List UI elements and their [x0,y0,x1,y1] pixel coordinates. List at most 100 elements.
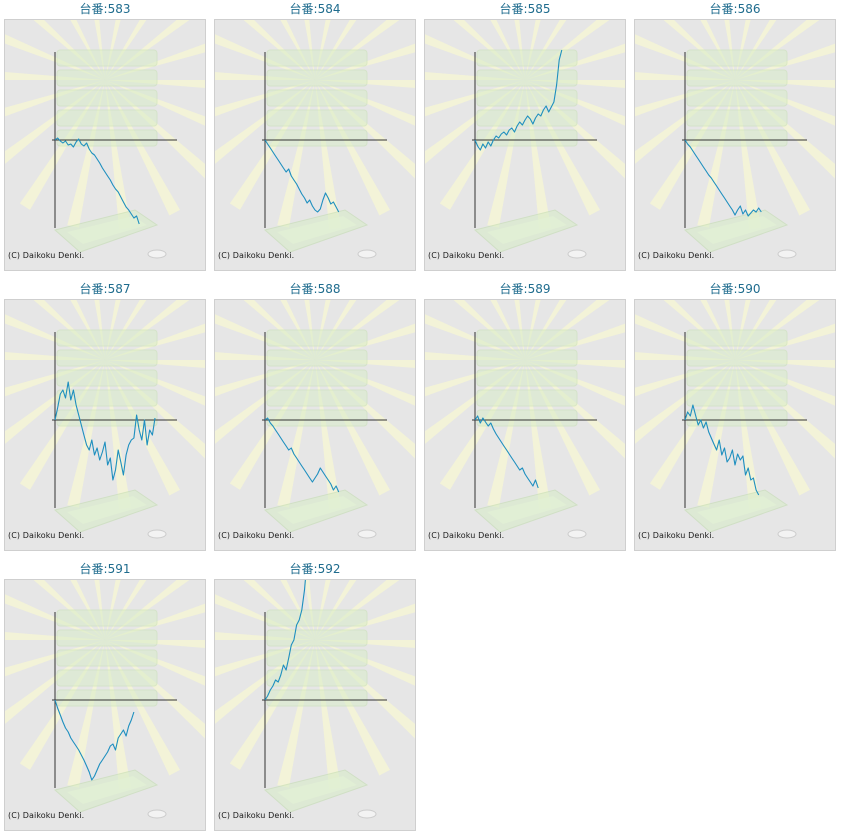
bg-box [266,629,368,647]
chart-cell-583: 台番:583 (C) Daikoku Denki. [4,0,206,271]
bg-box [56,129,158,147]
copyright: (C) Daikoku Denki. [218,811,295,820]
chart-plot [5,580,205,819]
bg-tray-inner [277,216,357,244]
chart-title: 台番:592 [289,562,341,576]
chart-plot [215,580,415,819]
background-art [215,580,415,819]
bg-box [56,389,158,407]
chart-frame[interactable]: (C) Daikoku Denki. [214,579,416,831]
bg-coin [147,249,167,259]
bg-tray-inner [277,496,357,524]
bg-coin [777,529,797,539]
chart-plot [5,300,205,539]
copyright: (C) Daikoku Denki. [218,251,295,260]
chart-plot [215,20,415,259]
chart-frame[interactable]: (C) Daikoku Denki. [634,19,836,271]
chart-title: 台番:584 [289,2,341,16]
bg-box [476,349,578,367]
chart-plot [425,20,625,259]
chart-frame[interactable]: (C) Daikoku Denki. [424,299,626,551]
chart-frame[interactable]: (C) Daikoku Denki. [4,19,206,271]
series-line [264,580,306,701]
bg-box [266,669,368,687]
chart-title: 台番:588 [289,282,341,296]
bg-coin [567,249,587,259]
bg-coin [357,809,377,819]
bg-tray-inner [697,216,777,244]
bg-tray-inner [487,216,567,244]
background-art [425,300,625,539]
bg-box [686,389,788,407]
chart-title: 台番:589 [499,282,551,296]
bg-box [686,89,788,107]
chart-cell-591: 台番:591 (C) Daikoku Denki. [4,560,206,831]
bg-box [686,69,788,87]
copyright: (C) Daikoku Denki. [8,251,85,260]
chart-frame[interactable]: (C) Daikoku Denki. [424,19,626,271]
chart-title: 台番:583 [79,2,131,16]
copyright: (C) Daikoku Denki. [218,531,295,540]
bg-box [476,329,578,347]
bg-box [56,109,158,127]
chart-frame[interactable]: (C) Daikoku Denki. [214,299,416,551]
series-line [264,139,340,213]
bg-box [56,669,158,687]
bg-box [686,329,788,347]
bg-coin [147,809,167,819]
bg-coin [777,249,797,259]
series-line [474,415,539,489]
bg-box [686,349,788,367]
bg-box [266,109,368,127]
series-line [474,49,563,151]
bg-box [266,409,368,427]
bg-coin [357,529,377,539]
chart-plot [635,300,835,539]
bg-box [266,389,368,407]
background-art [5,580,205,819]
background-art [635,300,835,539]
series-line [54,381,156,481]
series-line [264,417,340,493]
bg-box [266,329,368,347]
chart-frame[interactable]: (C) Daikoku Denki. [214,19,416,271]
bg-box [686,369,788,387]
bg-box [56,409,158,427]
bg-box [56,329,158,347]
bg-box [476,369,578,387]
bg-box [266,129,368,147]
background-art [215,300,415,539]
bg-box [56,369,158,387]
bg-coin [567,529,587,539]
chart-cell-592: 台番:592 (C) Daikoku Denki. [214,560,416,831]
bg-box [266,49,368,67]
bg-tray-inner [277,776,357,804]
bg-box [56,649,158,667]
copyright: (C) Daikoku Denki. [428,251,505,260]
series-line [684,404,760,496]
series-line [684,139,762,217]
bg-box [266,609,368,627]
bg-tray-inner [487,496,567,524]
chart-cell-590: 台番:590 (C) Daikoku Denki. [634,280,836,551]
chart-frame[interactable]: (C) Daikoku Denki. [634,299,836,551]
bg-box [56,69,158,87]
bg-box [686,49,788,67]
chart-plot [215,300,415,539]
series-line [54,137,140,225]
bg-tray-inner [67,776,147,804]
chart-cell-588: 台番:588 (C) Daikoku Denki. [214,280,416,551]
chart-plot [635,20,835,259]
chart-frame[interactable]: (C) Daikoku Denki. [4,299,206,551]
bg-box [686,109,788,127]
chart-title: 台番:590 [709,282,761,296]
chart-plot [5,20,205,259]
chart-title: 台番:586 [709,2,761,16]
background-art [5,300,205,539]
bg-tray-inner [697,496,777,524]
chart-frame[interactable]: (C) Daikoku Denki. [4,579,206,831]
bg-box [476,389,578,407]
series-line [54,699,135,781]
bg-box [56,629,158,647]
background-art [5,20,205,259]
